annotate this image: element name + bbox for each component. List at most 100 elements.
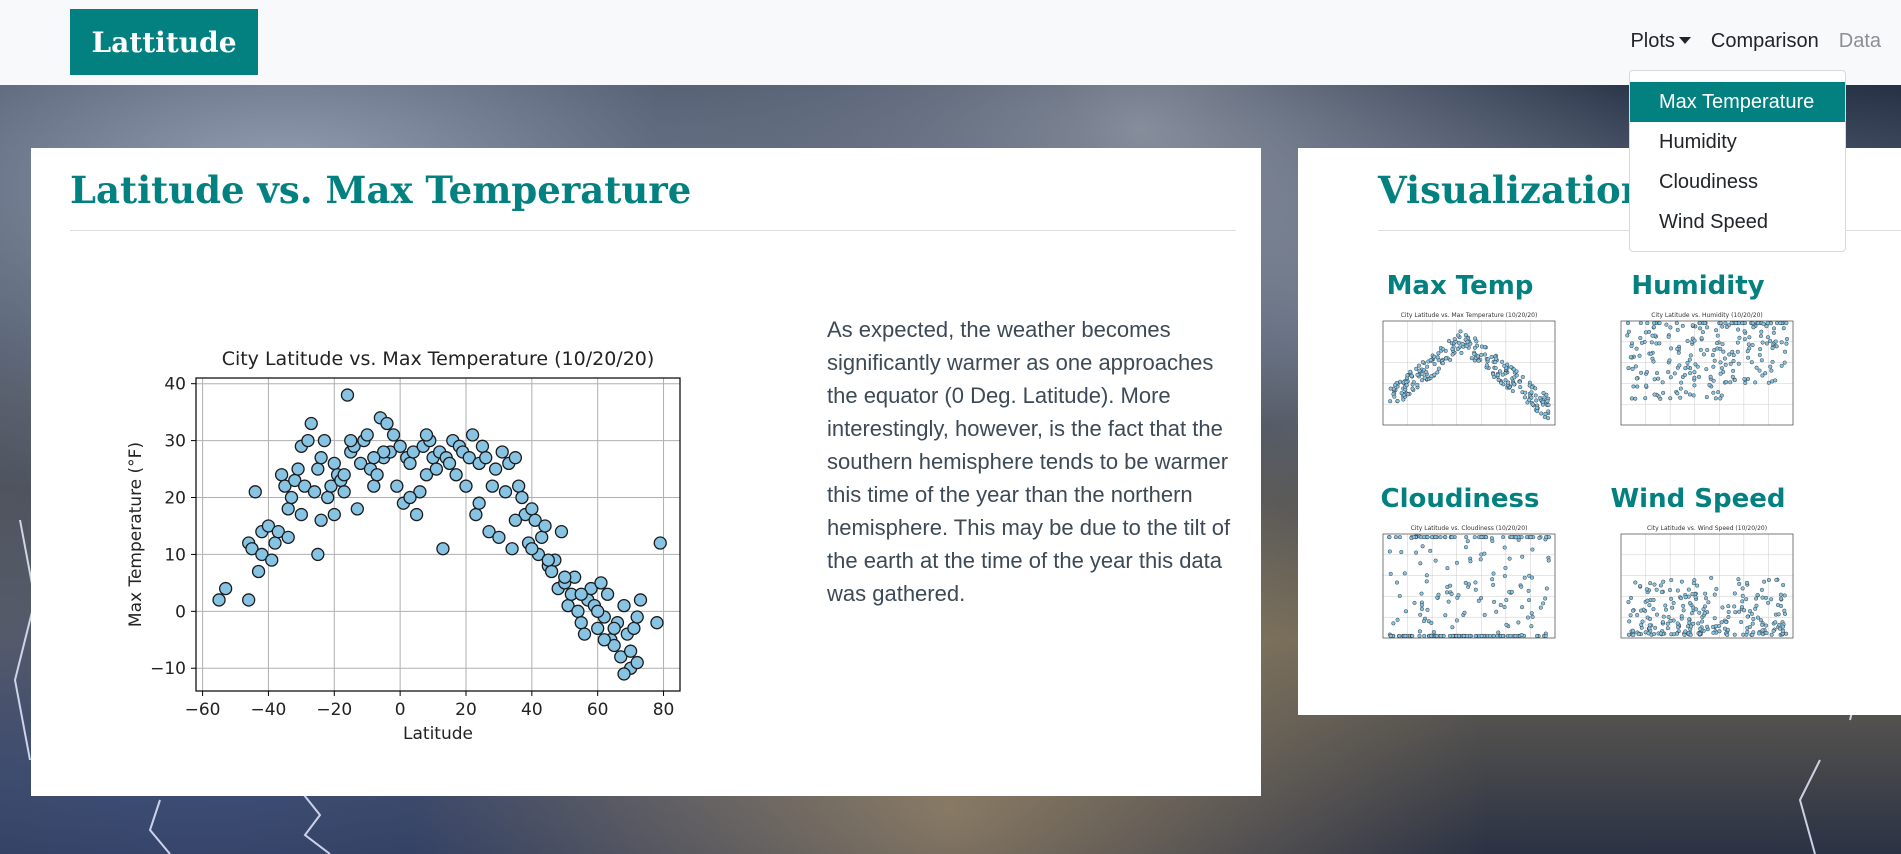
data-point — [492, 530, 506, 544]
thumb-data-point — [1502, 605, 1507, 610]
thumb-data-point — [1489, 354, 1494, 359]
thumb-data-point — [1633, 396, 1638, 401]
thumb-data-point — [1674, 321, 1679, 326]
thumb-humidity-chart[interactable]: City Latitude vs. Humidity (10/20/20) — [1593, 307, 1803, 447]
thumb-data-point — [1540, 399, 1545, 404]
thumb-data-point — [1541, 391, 1546, 396]
thumb-humidity-label[interactable]: Humidity — [1631, 271, 1765, 301]
thumb-data-point — [1771, 628, 1776, 633]
thumb-data-point — [1674, 631, 1679, 636]
navbar: Lattitude Plots Comparison Data — [0, 0, 1901, 85]
thumb-data-point — [1395, 617, 1400, 622]
dropdown-item-max-temperature[interactable]: Max Temperature — [1630, 82, 1845, 122]
data-point — [314, 451, 328, 465]
data-point — [479, 451, 493, 465]
thumb-data-point — [1686, 587, 1691, 592]
thumb-data-point — [1393, 535, 1398, 540]
thumb-data-point — [1516, 620, 1521, 625]
thumb-data-point — [1755, 593, 1760, 598]
thumb-data-point — [1432, 354, 1437, 359]
brand-logo[interactable]: Lattitude — [70, 9, 258, 75]
thumb-data-point — [1651, 359, 1656, 364]
dropdown-item-wind-speed[interactable]: Wind Speed — [1659, 211, 1768, 233]
thumb-data-point — [1410, 633, 1415, 638]
thumb-data-point — [1527, 598, 1532, 603]
thumb-data-point — [1759, 329, 1764, 334]
data-point — [472, 496, 486, 510]
thumb-humidity[interactable]: Humidity City Latitude vs. Humidity (10/… — [1583, 271, 1813, 447]
data-point — [298, 479, 312, 493]
thumb-max-temp[interactable]: Max Temp City Latitude vs. Max Temperatu… — [1345, 271, 1575, 447]
thumb-data-point — [1543, 596, 1548, 601]
thumb-data-point — [1731, 353, 1736, 358]
thumb-wind-speed-label[interactable]: Wind Speed — [1610, 484, 1786, 514]
thumb-data-point — [1626, 329, 1631, 334]
thumb-data-point — [1484, 535, 1489, 540]
thumb-max-temp-label[interactable]: Max Temp — [1386, 271, 1534, 301]
thumb-data-point — [1707, 382, 1712, 387]
y-tick-label: −10 — [150, 659, 186, 679]
thumb-data-point — [1652, 582, 1657, 587]
thumb-data-point — [1754, 596, 1759, 601]
thumb-wind-speed-chart[interactable]: City Latitude vs. Wind Speed (10/20/20) — [1593, 520, 1803, 660]
thumb-data-point — [1420, 372, 1425, 377]
thumb-wind-speed[interactable]: Wind Speed City Latitude vs. Wind Speed … — [1583, 484, 1813, 660]
data-point — [344, 433, 358, 448]
thumb-data-point — [1733, 321, 1738, 326]
thumb-cloudiness-label[interactable]: Cloudiness — [1380, 484, 1540, 514]
thumb-data-point — [1681, 603, 1686, 608]
thumb-data-point — [1445, 590, 1450, 595]
thumb-chart-title: City Latitude vs. Cloudiness (10/20/20) — [1411, 525, 1528, 532]
thumb-data-point — [1445, 566, 1450, 571]
dropdown-item-cloudiness[interactable]: Cloudiness — [1659, 171, 1758, 193]
thumb-data-point — [1750, 621, 1755, 626]
thumb-data-point — [1685, 338, 1690, 343]
page-title: Latitude vs. Max Temperature — [70, 168, 692, 212]
thumb-data-point — [1502, 363, 1507, 368]
x-axis-label: Latitude — [403, 724, 473, 744]
thumb-data-point — [1732, 378, 1737, 383]
nav-comparison[interactable]: Comparison — [1710, 30, 1819, 52]
thumb-data-point — [1440, 361, 1445, 366]
thumb-plot-frame — [1620, 320, 1794, 426]
thumb-data-point — [1417, 368, 1422, 373]
thumb-data-point — [1524, 535, 1529, 540]
thumb-data-point — [1681, 608, 1686, 613]
thumb-data-point — [1511, 367, 1516, 372]
thumb-data-point — [1626, 632, 1631, 637]
nav-data[interactable]: Data — [1838, 30, 1881, 52]
thumb-data-point — [1529, 390, 1534, 395]
thumb-data-point — [1718, 396, 1723, 401]
data-point — [482, 525, 496, 539]
thumb-data-point — [1756, 321, 1761, 326]
thumb-data-point — [1414, 550, 1419, 555]
thumb-max-temp-chart[interactable]: City Latitude vs. Max Temperature (10/20… — [1355, 307, 1565, 447]
thumb-data-point — [1725, 627, 1730, 632]
thumb-data-point — [1513, 535, 1518, 540]
x-tick-label: 40 — [521, 700, 543, 720]
data-point — [307, 485, 322, 499]
thumb-data-point — [1630, 366, 1635, 371]
thumb-data-point — [1394, 580, 1399, 585]
nav-plots-dropdown[interactable]: Plots — [1620, 30, 1700, 53]
thumb-data-point — [1429, 620, 1434, 625]
thumb-data-point — [1387, 549, 1392, 554]
dropdown-item-humidity[interactable]: Humidity — [1659, 131, 1737, 153]
data-point — [541, 553, 555, 567]
thumb-data-point — [1693, 595, 1698, 600]
data-point — [268, 536, 282, 550]
thumb-data-point — [1425, 535, 1430, 540]
thumb-data-point — [1473, 580, 1478, 585]
thumb-data-point — [1683, 390, 1688, 395]
thumb-cloudiness[interactable]: Cloudiness City Latitude vs. Cloudiness … — [1345, 484, 1575, 660]
thumb-data-point — [1689, 611, 1694, 616]
thumb-data-point — [1760, 595, 1765, 600]
thumb-data-point — [1465, 539, 1470, 544]
thumb-cloudiness-chart[interactable]: City Latitude vs. Cloudiness (10/20/20) — [1355, 520, 1565, 660]
thumb-data-point — [1776, 602, 1781, 607]
y-axis-label: Max Temperature (°F) — [126, 442, 146, 627]
data-point — [614, 650, 628, 664]
thumb-data-point — [1776, 612, 1781, 617]
thumb-data-point — [1529, 575, 1534, 580]
thumb-data-point — [1784, 321, 1789, 326]
